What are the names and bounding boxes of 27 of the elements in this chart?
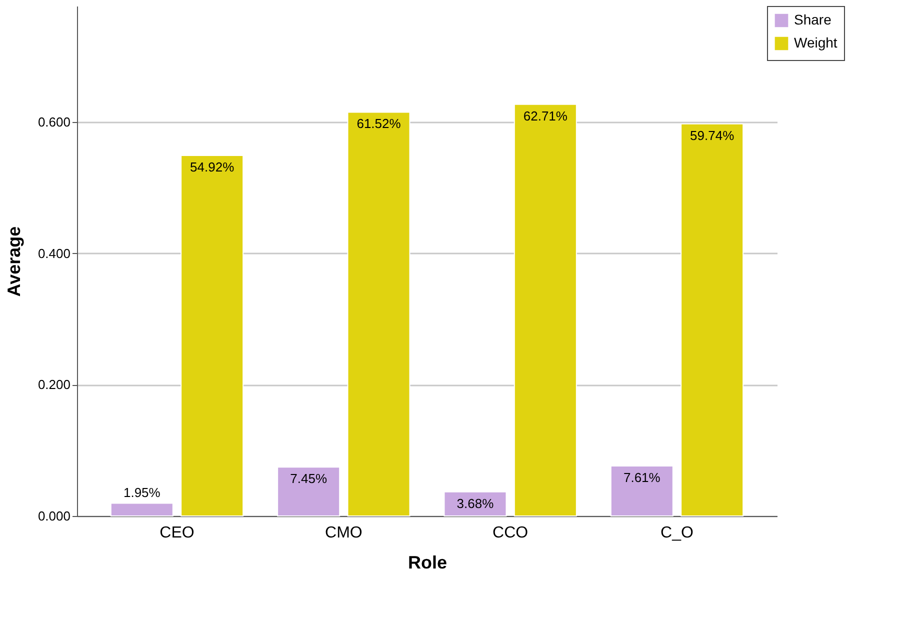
x-tick-label: CMO [325,524,362,542]
legend-label: Weight [794,34,838,50]
data-label: 7.45% [290,471,328,486]
data-label: 59.74% [690,128,735,143]
data-label: 1.95% [123,485,161,500]
bar [110,502,174,516]
data-label: 7.61% [623,470,661,486]
bar [277,466,340,516]
y-tick-label: 0.000 [38,508,70,524]
bar [180,155,244,516]
bar [347,112,410,516]
y-axis-title: Average [4,226,24,297]
bar [514,104,577,516]
y-tick-label: 0.200 [38,377,70,392]
data-label: 54.92% [190,160,235,175]
data-label: 62.71% [523,108,568,124]
y-tick-label: 0.600 [38,114,70,130]
x-tick-label: CCO [492,524,528,542]
y-tick-label: 0.400 [38,246,70,261]
legend-label: Share [794,12,832,28]
data-label: 61.52% [356,116,402,132]
x-tick-label: C_O [660,524,694,542]
bar [680,123,744,516]
bar [610,466,674,516]
data-label: 3.68% [456,496,494,511]
x-tick-label: CEO [160,524,194,542]
x-axis-title: Role [408,552,448,572]
